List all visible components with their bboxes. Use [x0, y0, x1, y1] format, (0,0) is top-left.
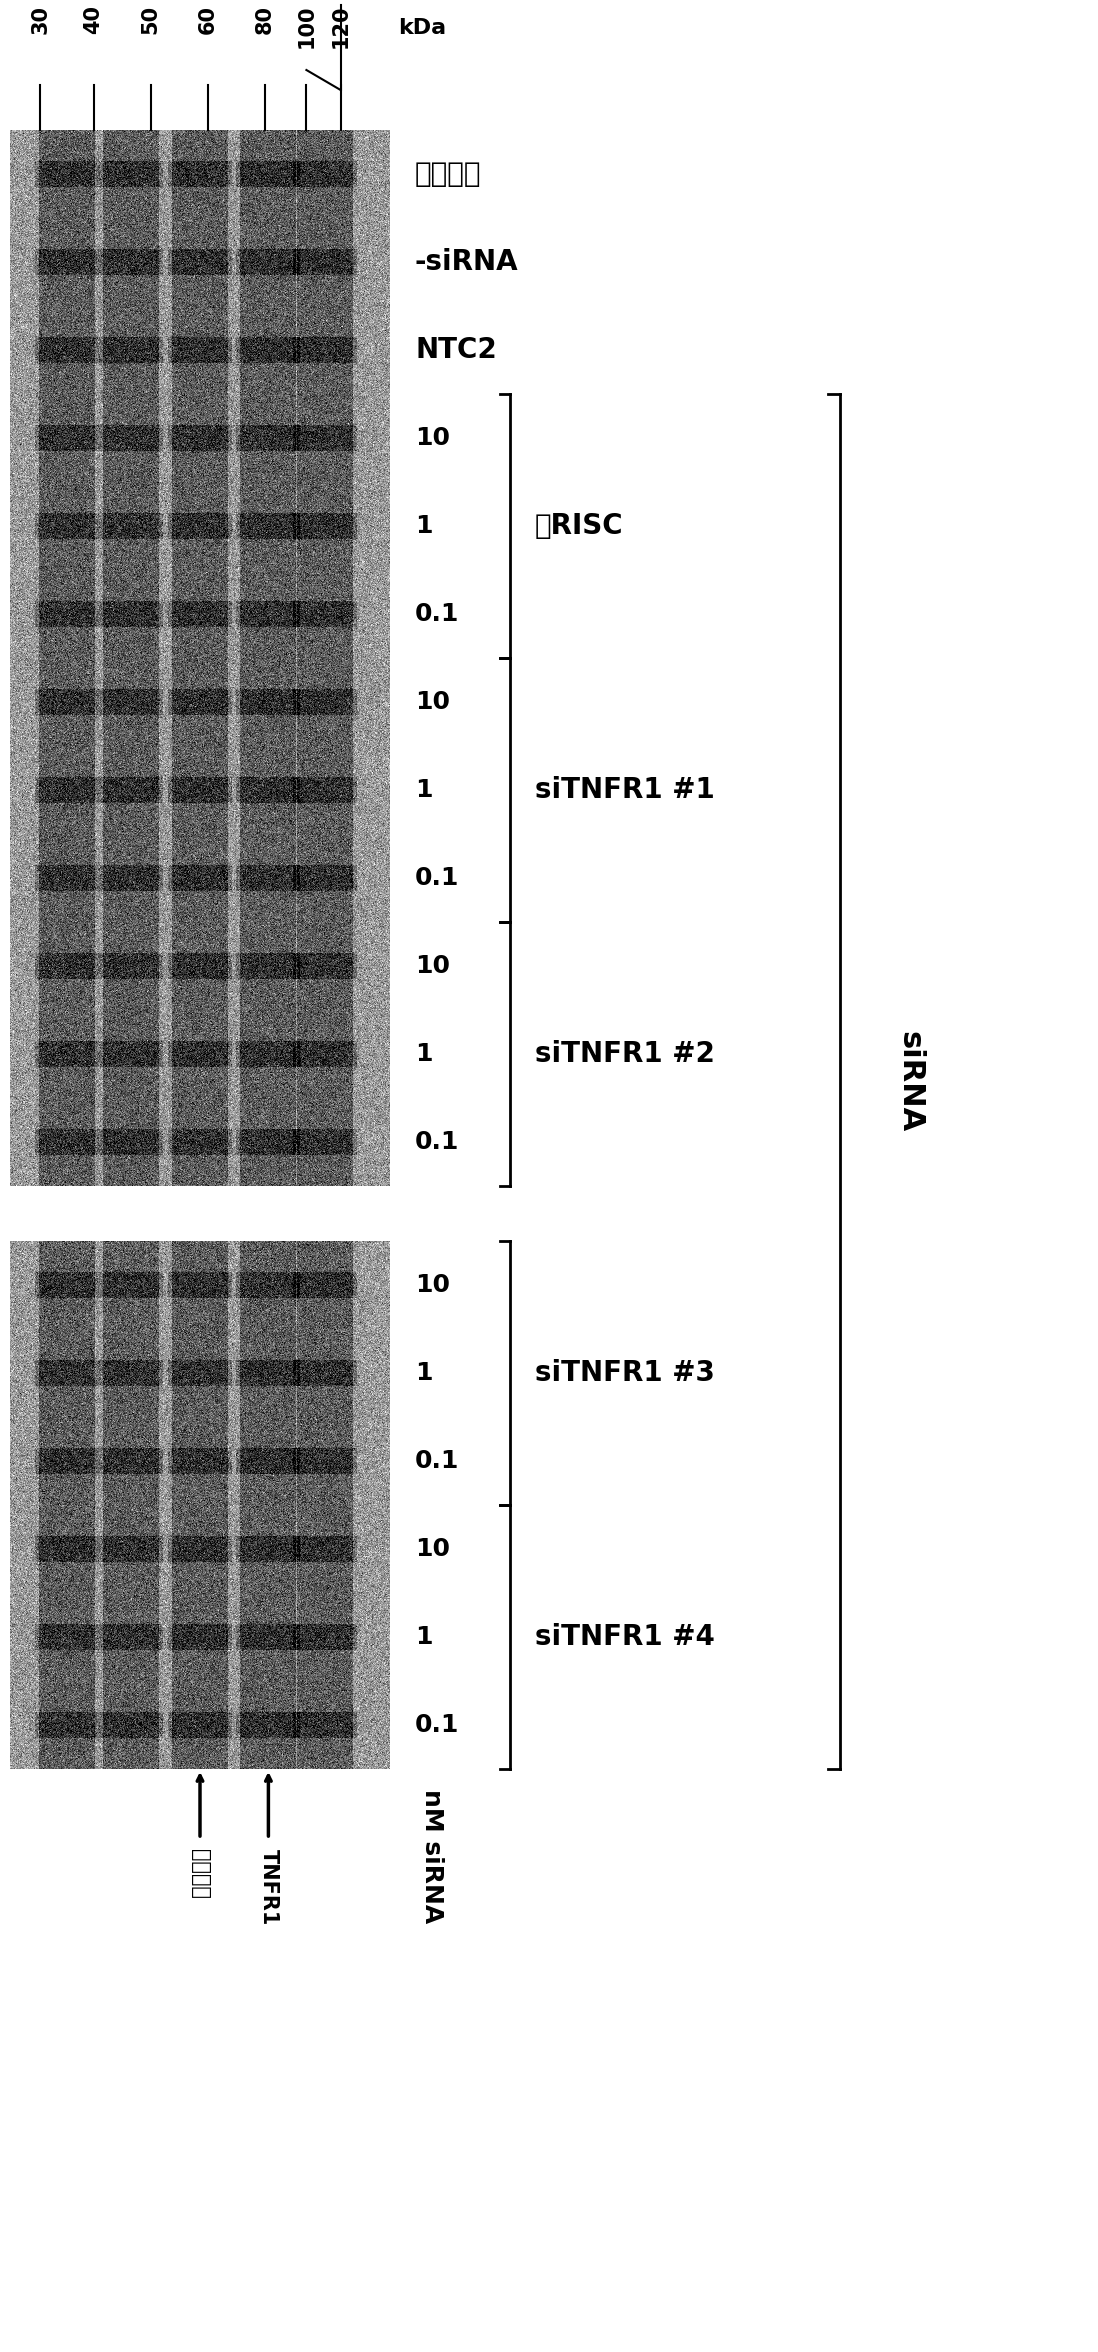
Text: 60: 60	[198, 5, 217, 33]
Text: 50: 50	[141, 5, 160, 35]
Text: 1: 1	[415, 779, 433, 802]
Text: 10: 10	[415, 955, 450, 978]
Text: 120: 120	[330, 5, 350, 49]
Text: 0.1: 0.1	[415, 1449, 459, 1472]
Text: siTNFR1 #2: siTNFR1 #2	[535, 1040, 715, 1068]
Text: 1: 1	[415, 1362, 433, 1385]
Text: nM siRNA: nM siRNA	[421, 1790, 444, 1924]
Text: siTNFR1 #1: siTNFR1 #1	[535, 776, 715, 804]
Text: 无RISC: 无RISC	[535, 513, 624, 541]
Text: TNFR1: TNFR1	[258, 1849, 279, 1926]
Text: kDa: kDa	[397, 19, 446, 38]
Text: 80: 80	[255, 5, 274, 33]
Text: 100: 100	[296, 5, 316, 49]
Text: 10: 10	[415, 1536, 450, 1562]
Text: 40: 40	[83, 5, 103, 33]
Text: 1: 1	[415, 1625, 433, 1649]
Text: 10: 10	[415, 426, 450, 449]
Text: siRNA: siRNA	[896, 1030, 925, 1131]
Text: 30: 30	[31, 5, 51, 33]
Text: 1: 1	[415, 515, 433, 539]
Text: 0.1: 0.1	[415, 1712, 459, 1738]
Text: 10: 10	[415, 689, 450, 715]
Text: siTNFR1 #4: siTNFR1 #4	[535, 1623, 715, 1651]
Text: 0.1: 0.1	[415, 602, 459, 626]
Text: 1: 1	[415, 1042, 433, 1065]
Text: 阿妈目标: 阿妈目标	[190, 1849, 210, 1898]
Text: 0.1: 0.1	[415, 1129, 459, 1155]
Text: -siRNA: -siRNA	[415, 247, 518, 275]
Text: 10: 10	[415, 1272, 450, 1296]
Text: 0.1: 0.1	[415, 866, 459, 889]
Text: 未转染的: 未转染的	[415, 160, 482, 188]
Text: siTNFR1 #3: siTNFR1 #3	[535, 1359, 715, 1388]
Text: NTC2: NTC2	[415, 336, 496, 365]
